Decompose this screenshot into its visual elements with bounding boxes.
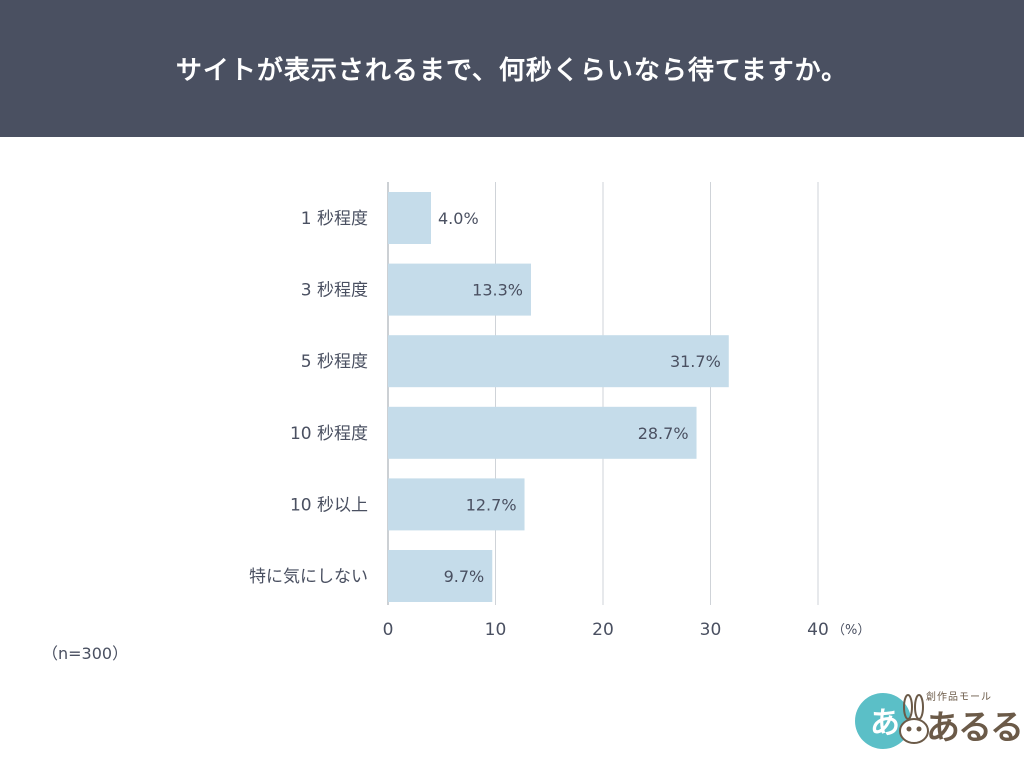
header-banner: サイトが表示されるまで、何秒くらいなら待てますか。 (0, 0, 1024, 137)
x-tick-label: 20 (592, 620, 614, 640)
bar-chart: 1 秒程度 4.0% 3 秒程度 13.3% 5 秒程度 31.7% 10 秒程度 28.7%… (249, 182, 870, 640)
bar (388, 192, 431, 244)
category-label: 5 秒程度 (301, 352, 368, 372)
arulu-logo: あ (855, 693, 929, 749)
data-label: 4.0% (438, 209, 479, 228)
bar (388, 263, 531, 316)
bar (388, 406, 697, 459)
category-label: 特に気にしない (249, 567, 368, 587)
category-label: 3 秒程度 (301, 281, 368, 301)
category-label: 10 秒以上 (290, 495, 368, 515)
bar (388, 478, 525, 531)
category-label: 1 秒程度 (301, 209, 368, 229)
logo-wordmark: あるる (926, 708, 1024, 748)
logo-badge-circle (855, 693, 911, 749)
data-label: 28.7% (638, 424, 689, 443)
x-tick-label: 30 (700, 620, 722, 640)
logo-badge-text: あ (870, 706, 900, 741)
category-label: 10 秒程度 (290, 424, 368, 444)
sample-size-note: （n=300） (42, 644, 129, 663)
x-tick-label: 0 (383, 620, 394, 640)
logo-tagline: 創作品モール (926, 692, 992, 703)
bar (388, 550, 493, 602)
data-label: 9.7% (444, 567, 485, 586)
data-label: 13.3% (472, 281, 523, 300)
data-label: 31.7% (670, 352, 721, 371)
page-title: サイトが表示されるまで、何秒くらいなら待てますか。 (175, 56, 849, 86)
rabbit-icon (899, 694, 929, 744)
data-label: 12.7% (466, 495, 517, 514)
bar (388, 335, 729, 388)
x-tick-label: 40 (807, 620, 829, 640)
x-unit-label: （%） (832, 623, 870, 638)
x-tick-label: 10 (485, 620, 507, 640)
